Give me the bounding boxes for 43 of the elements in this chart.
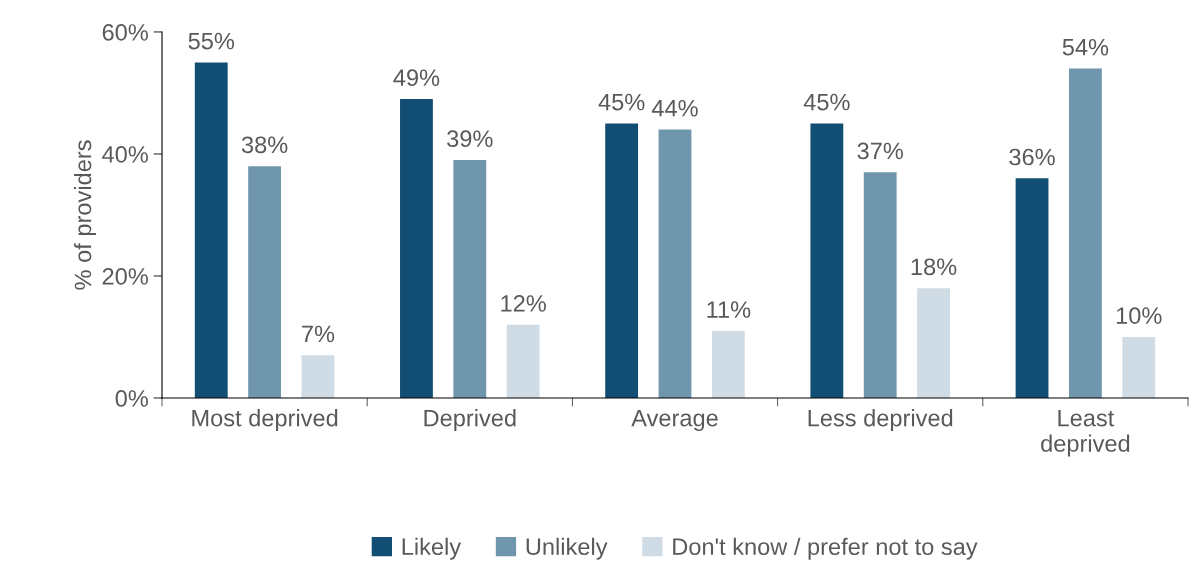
bar bbox=[863, 172, 897, 398]
x-tick-label: Least deprived bbox=[1041, 409, 1130, 457]
bar bbox=[1068, 68, 1102, 398]
data-label: 39% bbox=[447, 130, 493, 148]
bar bbox=[506, 324, 540, 398]
data-label: 37% bbox=[857, 142, 903, 160]
bar bbox=[658, 129, 692, 398]
data-label: 38% bbox=[241, 136, 288, 154]
bar bbox=[711, 330, 745, 398]
bar bbox=[248, 166, 282, 398]
data-label: 45% bbox=[598, 93, 645, 111]
y-tick-label: 0% bbox=[115, 390, 148, 407]
x-tick-label: Most deprived bbox=[192, 409, 338, 432]
x-tick-label: Less deprived bbox=[808, 409, 953, 432]
bar bbox=[453, 160, 487, 398]
data-label: 18% bbox=[911, 258, 957, 276]
y-tick-label: 20% bbox=[102, 268, 148, 285]
data-label: 12% bbox=[501, 295, 546, 312]
bar bbox=[917, 288, 950, 398]
data-label: 45% bbox=[803, 93, 850, 111]
bar bbox=[301, 355, 335, 398]
data-label: 55% bbox=[188, 32, 235, 50]
x-tick-label: Deprived bbox=[424, 409, 516, 432]
data-label: 11% bbox=[707, 301, 751, 318]
legend-label: Unlikely bbox=[526, 537, 608, 560]
bar bbox=[400, 99, 433, 398]
data-label: 49% bbox=[393, 69, 440, 87]
legend-label: Don't know / prefer not to say bbox=[673, 537, 978, 560]
legend-label: Likely bbox=[402, 537, 462, 560]
data-label: 36% bbox=[1009, 148, 1055, 166]
y-axis-title: % of providers bbox=[73, 140, 96, 290]
bar bbox=[1122, 336, 1156, 398]
data-label: 54% bbox=[1062, 38, 1109, 56]
bar bbox=[605, 123, 639, 398]
data-label: 44% bbox=[651, 99, 698, 117]
bar bbox=[1015, 178, 1049, 398]
data-label: 10% bbox=[1116, 307, 1162, 324]
y-tick-label: 40% bbox=[102, 146, 148, 163]
data-label: 7% bbox=[302, 325, 335, 343]
bar bbox=[810, 123, 844, 398]
y-tick-label: 60% bbox=[102, 24, 148, 41]
x-tick-label: Average bbox=[631, 409, 718, 432]
bar bbox=[194, 62, 228, 398]
